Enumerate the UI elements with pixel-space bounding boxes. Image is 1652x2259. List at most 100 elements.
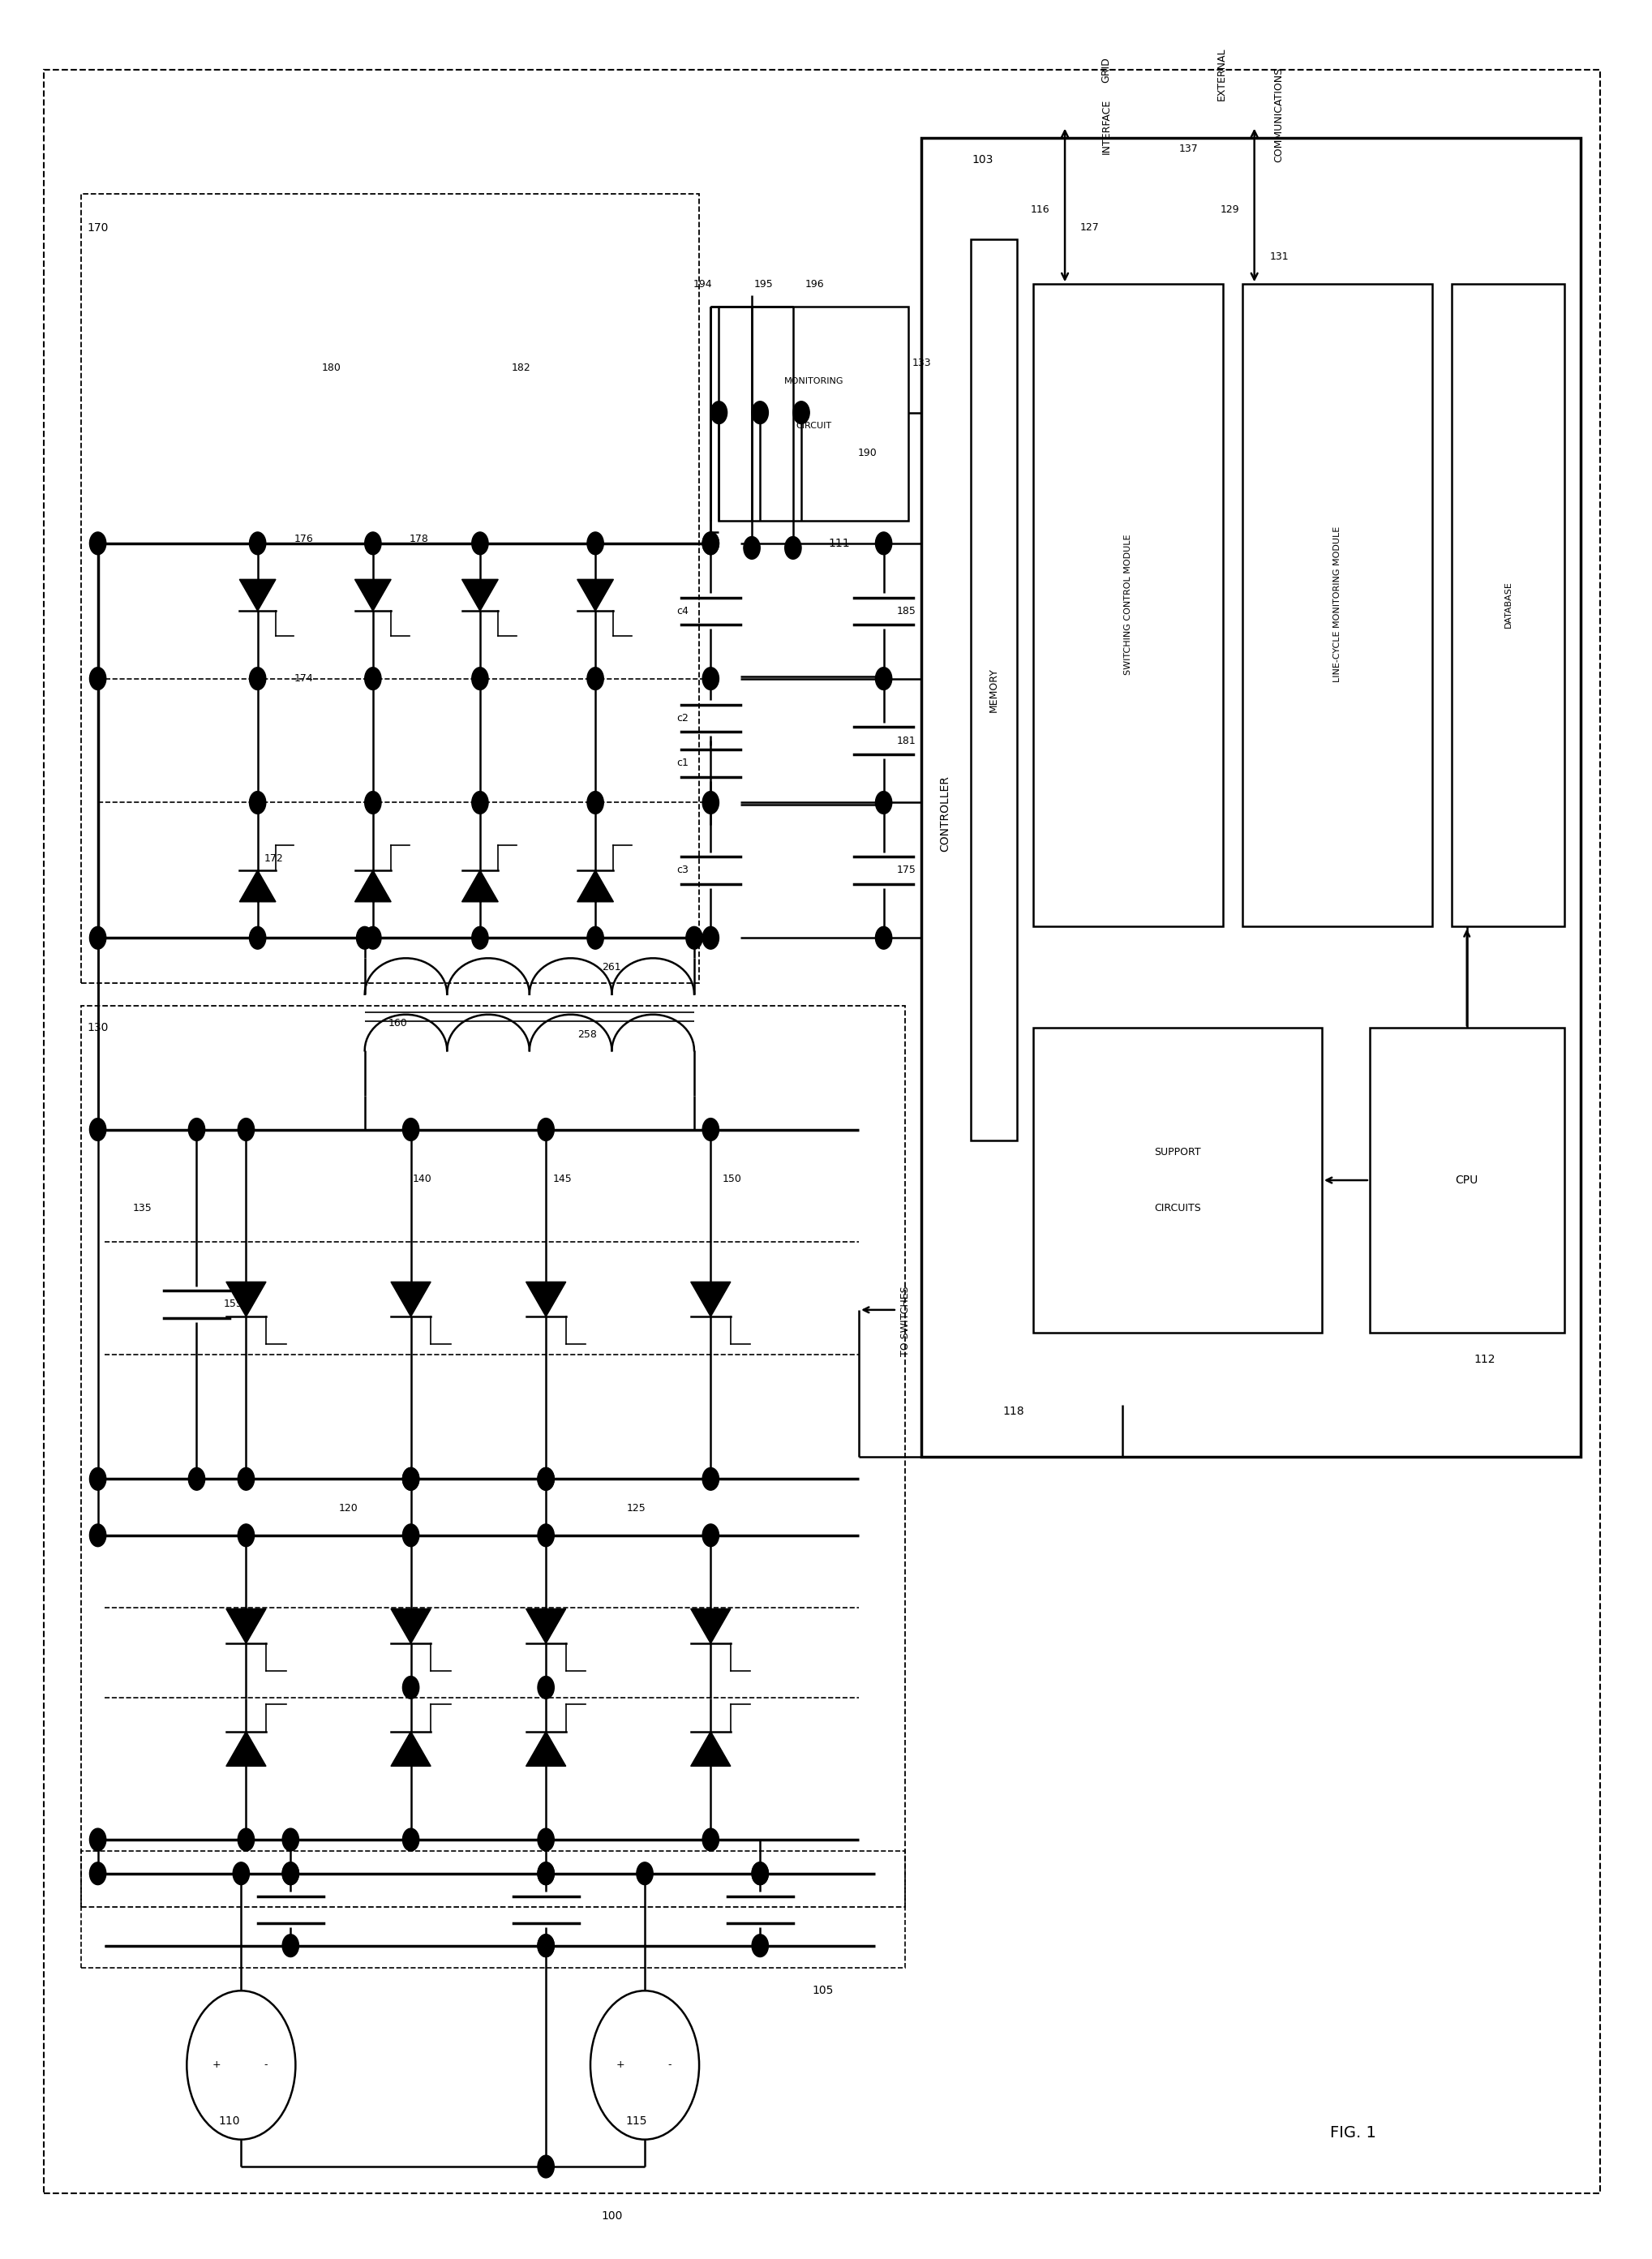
Text: EXTERNAL: EXTERNAL: [1216, 47, 1227, 102]
Text: 120: 120: [339, 1502, 358, 1514]
Circle shape: [282, 1861, 299, 1884]
Text: 115: 115: [626, 2117, 648, 2128]
Circle shape: [403, 1118, 420, 1141]
Text: 118: 118: [1003, 1405, 1024, 1416]
Circle shape: [752, 1861, 768, 1884]
Circle shape: [282, 1861, 299, 1884]
Text: 105: 105: [813, 1986, 833, 1997]
Polygon shape: [577, 578, 613, 610]
Circle shape: [586, 666, 603, 689]
Circle shape: [188, 1468, 205, 1491]
Bar: [1452, 285, 1564, 926]
Circle shape: [238, 1118, 254, 1141]
Circle shape: [472, 926, 489, 949]
Text: SWITCHING CONTROL MODULE: SWITCHING CONTROL MODULE: [1125, 533, 1132, 675]
Text: 160: 160: [388, 1019, 408, 1028]
Text: 174: 174: [294, 673, 314, 684]
Text: 196: 196: [805, 278, 824, 289]
Circle shape: [403, 1525, 420, 1547]
Circle shape: [282, 1828, 299, 1850]
Text: INTERFACE: INTERFACE: [1100, 99, 1112, 154]
Polygon shape: [392, 1608, 431, 1645]
Circle shape: [89, 666, 106, 689]
Circle shape: [752, 1861, 768, 1884]
Text: 155: 155: [223, 1299, 243, 1310]
Circle shape: [89, 1525, 106, 1547]
Circle shape: [403, 1468, 420, 1491]
Circle shape: [586, 926, 603, 949]
Polygon shape: [392, 1730, 431, 1767]
Circle shape: [537, 1934, 553, 1956]
Circle shape: [586, 533, 603, 556]
Circle shape: [876, 666, 892, 689]
Text: 258: 258: [578, 1030, 596, 1039]
Text: 175: 175: [897, 865, 917, 876]
Circle shape: [537, 1861, 553, 1884]
Circle shape: [188, 1118, 205, 1141]
Circle shape: [537, 1468, 553, 1491]
Circle shape: [785, 538, 801, 560]
Circle shape: [710, 402, 727, 425]
Circle shape: [365, 791, 382, 813]
Text: 150: 150: [722, 1175, 742, 1184]
Circle shape: [249, 791, 266, 813]
Text: 190: 190: [857, 447, 877, 459]
Circle shape: [876, 533, 892, 556]
Text: 125: 125: [626, 1502, 646, 1514]
Circle shape: [238, 1525, 254, 1547]
Circle shape: [702, 1468, 719, 1491]
Text: SUPPORT: SUPPORT: [1155, 1148, 1201, 1157]
Text: MEMORY: MEMORY: [990, 669, 999, 712]
Text: 137: 137: [1180, 145, 1198, 154]
Text: 111: 111: [828, 538, 851, 549]
Text: c3: c3: [677, 865, 689, 876]
Polygon shape: [525, 1281, 567, 1317]
Text: 180: 180: [322, 361, 342, 373]
Circle shape: [282, 1934, 299, 1956]
Bar: [1370, 1028, 1564, 1333]
Text: 176: 176: [294, 533, 314, 544]
Bar: [971, 239, 1018, 1141]
Circle shape: [702, 1525, 719, 1547]
Text: c2: c2: [677, 714, 689, 723]
Circle shape: [365, 666, 382, 689]
Text: 133: 133: [912, 357, 932, 368]
Circle shape: [876, 791, 892, 813]
Polygon shape: [240, 870, 276, 901]
Polygon shape: [577, 870, 613, 901]
Bar: [922, 138, 1581, 1457]
Text: 135: 135: [132, 1204, 152, 1213]
Text: COMMUNICATIONS: COMMUNICATIONS: [1274, 68, 1284, 163]
Circle shape: [238, 1468, 254, 1491]
Text: 116: 116: [1031, 203, 1049, 215]
Circle shape: [233, 1861, 249, 1884]
Text: TO SWITCHES: TO SWITCHES: [900, 1285, 910, 1355]
Circle shape: [89, 533, 106, 556]
Text: 110: 110: [218, 2117, 240, 2128]
Polygon shape: [226, 1608, 266, 1645]
Circle shape: [702, 533, 719, 556]
Text: 129: 129: [1221, 203, 1239, 215]
Text: CONTROLLER: CONTROLLER: [938, 775, 950, 852]
Circle shape: [472, 666, 489, 689]
Circle shape: [238, 1828, 254, 1850]
Text: -: -: [264, 2060, 268, 2072]
Text: 194: 194: [692, 278, 712, 289]
Text: FIG. 1: FIG. 1: [1330, 2126, 1376, 2142]
Polygon shape: [226, 1730, 266, 1767]
Bar: [1242, 285, 1432, 926]
Text: 182: 182: [512, 361, 530, 373]
Circle shape: [249, 666, 266, 689]
Text: 100: 100: [601, 2212, 623, 2223]
Polygon shape: [691, 1730, 730, 1767]
Text: 195: 195: [753, 278, 773, 289]
Circle shape: [743, 538, 760, 560]
Circle shape: [702, 666, 719, 689]
Circle shape: [537, 1676, 553, 1699]
Circle shape: [537, 2155, 553, 2178]
Text: 130: 130: [88, 1023, 109, 1035]
Circle shape: [636, 1861, 653, 1884]
Polygon shape: [226, 1281, 266, 1317]
Circle shape: [686, 926, 702, 949]
Text: c4: c4: [677, 605, 689, 617]
